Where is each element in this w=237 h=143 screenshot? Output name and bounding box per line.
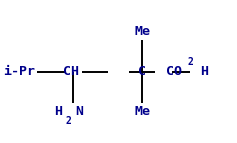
Text: N: N — [75, 105, 83, 118]
Text: H: H — [54, 105, 62, 118]
Text: Me: Me — [134, 105, 150, 118]
Text: Me: Me — [134, 25, 150, 38]
Text: CO: CO — [166, 65, 182, 78]
Text: C: C — [138, 65, 146, 78]
Text: i-Pr: i-Pr — [3, 65, 35, 78]
Text: 2: 2 — [65, 116, 71, 126]
Text: H: H — [200, 65, 208, 78]
Text: 2: 2 — [188, 57, 194, 67]
Text: CH: CH — [63, 65, 79, 78]
